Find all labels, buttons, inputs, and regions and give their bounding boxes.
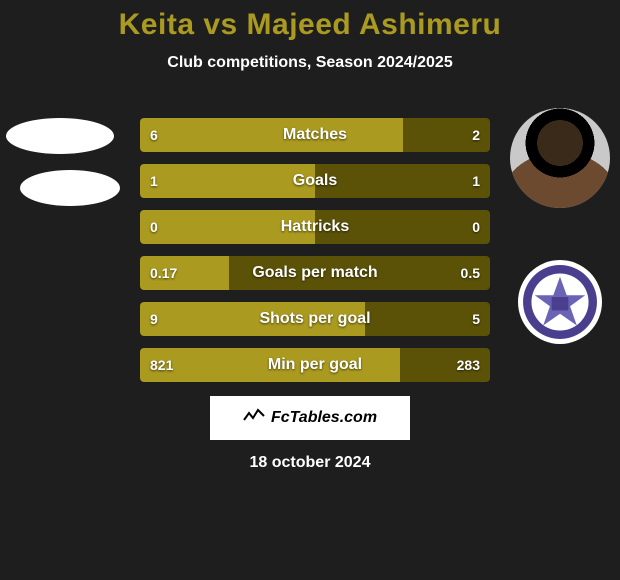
stat-bar-right bbox=[403, 118, 491, 152]
player-photo-right bbox=[510, 108, 610, 208]
stat-bars: Matches62 Goals11 Hattricks00 Goals per mat… bbox=[140, 118, 490, 394]
stat-row: Goals per match0.170.5 bbox=[140, 256, 490, 290]
stat-bar-left bbox=[140, 210, 315, 244]
stat-bar-right bbox=[365, 302, 490, 336]
stat-bar-right bbox=[400, 348, 490, 382]
stat-bar-left bbox=[140, 118, 403, 152]
subtitle: Club competitions, Season 2024/2025 bbox=[0, 54, 620, 72]
stat-bar-left bbox=[140, 348, 400, 382]
player-silhouette-icon bbox=[510, 108, 610, 208]
stat-bar-left bbox=[140, 164, 315, 198]
stat-row: Goals11 bbox=[140, 164, 490, 198]
date-text: 18 october 2024 bbox=[0, 454, 620, 472]
stat-bar-left bbox=[140, 256, 229, 290]
infographic-root: Keita vs Majeed Ashimeru Club competitio… bbox=[0, 0, 620, 580]
stat-bar-right bbox=[229, 256, 490, 290]
stat-row: Hattricks00 bbox=[140, 210, 490, 244]
crest-icon bbox=[518, 260, 602, 344]
page-title: Keita vs Majeed Ashimeru bbox=[0, 0, 620, 42]
stat-row: Min per goal821283 bbox=[140, 348, 490, 382]
attribution-box: FcTables.com bbox=[210, 396, 410, 440]
stat-bar-left bbox=[140, 302, 365, 336]
chart-wave-icon bbox=[243, 408, 265, 429]
stat-bar-right bbox=[315, 210, 490, 244]
player-photo-left-placeholder bbox=[6, 118, 114, 154]
club-logo-right bbox=[518, 260, 602, 344]
stat-bar-right bbox=[315, 164, 490, 198]
stat-row: Shots per goal95 bbox=[140, 302, 490, 336]
club-logo-left-placeholder bbox=[20, 170, 120, 206]
stat-row: Matches62 bbox=[140, 118, 490, 152]
attribution-label: FcTables.com bbox=[271, 409, 377, 427]
